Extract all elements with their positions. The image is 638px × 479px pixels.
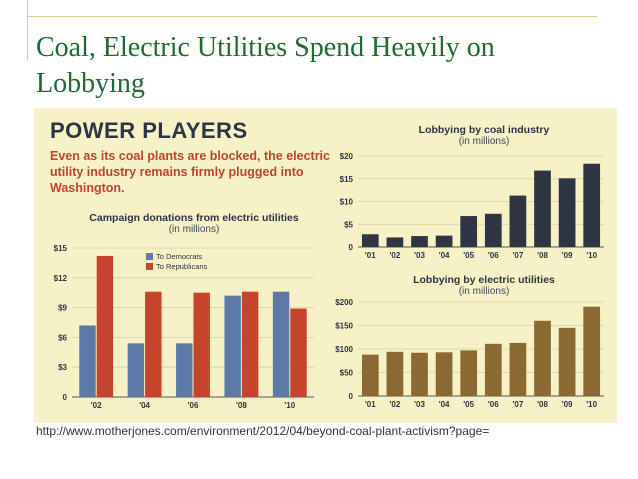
y-tick-label: $50	[340, 369, 354, 378]
y-tick-label: $15	[340, 175, 354, 184]
coal-chart-title-text: Lobbying by coal industry	[418, 124, 550, 136]
legend-label: To Republicans	[156, 262, 208, 271]
bar	[484, 213, 502, 247]
y-tick-label: $12	[54, 274, 68, 283]
bar	[534, 170, 551, 247]
bar	[193, 292, 210, 397]
donations-chart-title: Campaign donations from electric utiliti…	[54, 212, 334, 235]
donations-chart-subtitle: (in millions)	[168, 224, 220, 235]
utilities-chart-title: Lobbying by electric utilities (in milli…	[364, 274, 604, 297]
x-tick-label: '08	[236, 401, 247, 410]
bar	[558, 327, 576, 396]
bar	[435, 352, 453, 396]
bar	[145, 291, 162, 397]
utilities-chart-title-text: Lobbying by electric utilities	[413, 274, 555, 286]
x-tick-label: '09	[562, 251, 573, 260]
source-url[interactable]: http://www.motherjones.com/environment/2…	[36, 424, 490, 438]
y-tick-label: $5	[344, 220, 353, 229]
slide-title: Coal, Electric Utilities Spend Heavily o…	[36, 32, 495, 99]
bar	[558, 178, 576, 247]
bar	[361, 234, 379, 247]
bar	[460, 350, 478, 396]
x-tick-label: '05	[463, 400, 474, 409]
y-tick-label: $10	[340, 198, 354, 207]
y-tick-label: $200	[335, 298, 353, 307]
bar	[509, 195, 527, 247]
x-tick-label: '10	[586, 251, 597, 260]
x-tick-label: '04	[439, 400, 450, 409]
bar	[583, 163, 601, 247]
utilities-chart-subtitle: (in millions)	[458, 286, 510, 297]
y-tick-label: $9	[58, 304, 67, 313]
x-tick-label: '09	[562, 400, 573, 409]
legend-label: To Democrats	[156, 252, 203, 261]
donations-chart: 0 $3 $6 $9 $12 $15 '02 '04 '06 '08 '10 To Democrats…	[54, 244, 314, 410]
bar	[583, 306, 601, 396]
y-tick-label: $150	[335, 322, 353, 331]
x-tick-label: '05	[463, 251, 474, 260]
bar	[534, 320, 551, 396]
x-tick-label: '06	[488, 400, 499, 409]
x-tick-label: '03	[414, 400, 425, 409]
y-tick-label: $15	[54, 244, 68, 253]
y-tick-label: 0	[349, 392, 354, 401]
x-tick-label: '02	[91, 401, 102, 410]
x-tick-label: '01	[365, 400, 376, 409]
bar	[127, 343, 145, 397]
x-tick-label: '07	[512, 400, 523, 409]
bar	[460, 216, 478, 247]
bar	[290, 308, 307, 397]
x-tick-label: '04	[139, 401, 150, 410]
legend-swatch	[146, 263, 153, 270]
bar	[435, 235, 453, 247]
x-tick-label: '10	[586, 400, 597, 409]
coal-chart-title: Lobbying by coal industry (in millions)	[364, 124, 604, 147]
infographic-panel: POWER PLAYERS Even as its coal plants ar…	[34, 108, 617, 423]
bar	[411, 236, 428, 247]
x-tick-label: '07	[512, 251, 523, 260]
bar	[361, 354, 379, 396]
bar	[96, 255, 114, 397]
infographic-deck: Even as its coal plants are blocked, the…	[50, 149, 330, 195]
x-tick-label: '08	[537, 400, 548, 409]
x-tick-label: '02	[389, 251, 400, 260]
utilities-lobbying-chart: 0 $50 $100 $150 $200 '01 '02 '03 '04 '05 '06 '07 '08…	[335, 298, 604, 409]
coal-chart-subtitle: (in millions)	[458, 136, 510, 147]
x-tick-label: '01	[365, 251, 376, 260]
bar	[272, 291, 290, 397]
infographic-headline: POWER PLAYERS	[50, 118, 248, 143]
y-tick-label: 0	[63, 393, 68, 402]
bar	[386, 237, 404, 247]
x-tick-label: '08	[537, 251, 548, 260]
bar	[411, 352, 428, 396]
bar	[241, 291, 259, 397]
y-tick-label: $100	[335, 345, 353, 354]
bar	[386, 351, 404, 396]
x-tick-label: '06	[188, 401, 199, 410]
bar	[224, 295, 241, 397]
x-tick-label: '03	[414, 251, 425, 260]
donations-chart-title-text: Campaign donations from electric utiliti…	[89, 212, 299, 224]
x-tick-label: '02	[389, 400, 400, 409]
y-tick-label: 0	[349, 243, 354, 252]
x-tick-label: '04	[439, 251, 450, 260]
y-tick-label: $6	[58, 333, 67, 342]
legend-swatch	[146, 253, 153, 260]
x-tick-label: '06	[488, 251, 499, 260]
x-tick-label: '10	[284, 401, 295, 410]
bar	[484, 343, 502, 396]
slide-accent-line-vertical	[27, 0, 28, 60]
coal-lobbying-chart: 0 $5 $10 $15 $20 '01 '02 '03 '04 '05 '06 '07 '08 '09 '…	[340, 152, 604, 260]
bar	[509, 342, 527, 396]
bar	[176, 343, 193, 397]
y-tick-label: $3	[58, 363, 67, 372]
bar	[79, 325, 96, 397]
y-tick-label: $20	[340, 152, 354, 161]
slide-accent-line-horizontal	[27, 16, 597, 17]
